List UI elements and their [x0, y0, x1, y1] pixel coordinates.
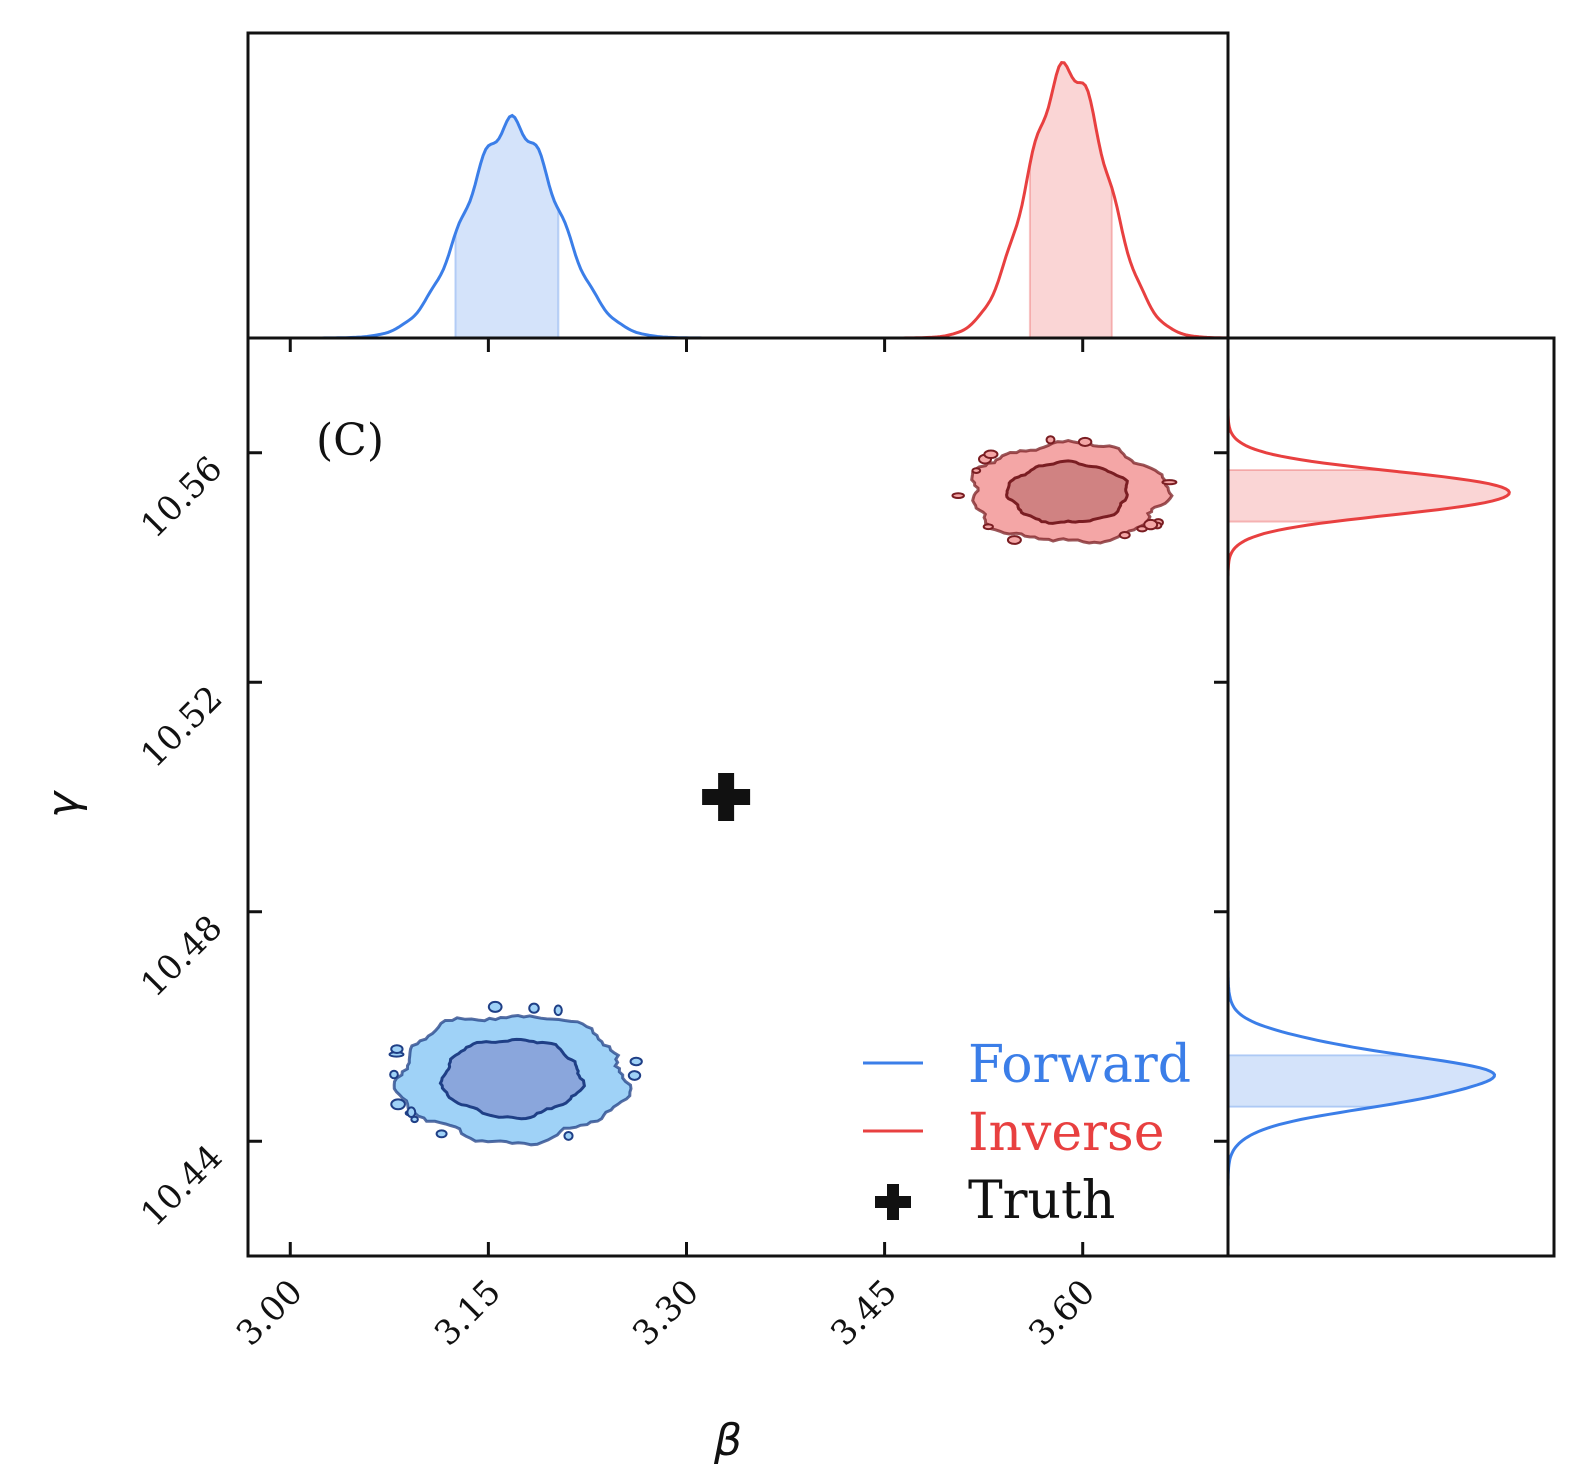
inverse-contour-speckle	[1045, 435, 1056, 445]
y-tick-label: 10.44	[133, 1137, 230, 1234]
forward-contour-speckle	[629, 1056, 643, 1067]
forward-contour-inner	[438, 1037, 587, 1121]
inverse-gamma-density	[1226, 401, 1511, 586]
forward-contour-speckle	[410, 1115, 419, 1124]
forward-beta-interval	[454, 114, 560, 339]
panel-label: (C)	[316, 415, 384, 466]
top-marginal-panel	[246, 31, 1230, 340]
inverse-contour-speckle	[1161, 479, 1178, 486]
forward-contour-speckle	[389, 1069, 399, 1080]
right-marginal-panel	[1226, 336, 1556, 1258]
inverse-contour-speckle	[1077, 436, 1093, 447]
forward-contour-speckle	[563, 1130, 574, 1141]
inverse-beta-interval	[1028, 61, 1113, 339]
inverse-contour-speckle	[1118, 530, 1131, 540]
legend-inverse-label: Inverse	[968, 1103, 1165, 1163]
x-tick-label: 3.15	[427, 1272, 509, 1354]
y-tick-label: 10.56	[133, 449, 230, 546]
forward-contour-speckle	[435, 1129, 448, 1139]
y-tick-label: 10.48	[133, 908, 230, 1005]
inverse-contour-speckle	[1006, 535, 1022, 545]
forward-contour-speckle	[390, 1044, 404, 1054]
x-tick-label: 3.45	[823, 1272, 905, 1354]
y-axis-label: γ	[38, 790, 89, 818]
x-tick-label: 3.60	[1021, 1272, 1103, 1354]
forward-contour-speckle	[553, 1004, 563, 1017]
forward-gamma-density	[1226, 959, 1497, 1197]
legend-truth-label: Truth	[968, 1171, 1115, 1231]
inverse-contour-speckle	[971, 467, 982, 474]
inverse-contour-speckle	[1143, 518, 1159, 531]
forward-contour-speckle	[528, 1002, 540, 1014]
inverse-contour-inner	[1005, 459, 1129, 525]
forward-contour-speckle	[627, 1070, 642, 1081]
truth-marker	[702, 773, 751, 821]
inverse-contour-speckle	[982, 523, 994, 531]
legend-forward-label: Forward	[968, 1035, 1191, 1095]
forward-contour-speckle	[406, 1106, 417, 1118]
forward-contour-speckle	[390, 1098, 406, 1111]
inverse-contour-speckle	[983, 449, 999, 460]
legend-truth-marker	[875, 1184, 911, 1220]
x-tick-label: 3.00	[229, 1272, 311, 1354]
main-panel-frame	[246, 336, 1230, 1258]
forward-contour-speckle	[487, 1000, 503, 1013]
inverse-contour-speckle	[951, 492, 965, 499]
x-tick-label: 3.30	[625, 1272, 707, 1354]
y-tick-label: 10.52	[133, 678, 230, 775]
x-axis-label: β	[713, 1415, 742, 1466]
inverse-gamma-interval	[1227, 469, 1511, 523]
legend: Forward Inverse Truth	[863, 1035, 1191, 1231]
